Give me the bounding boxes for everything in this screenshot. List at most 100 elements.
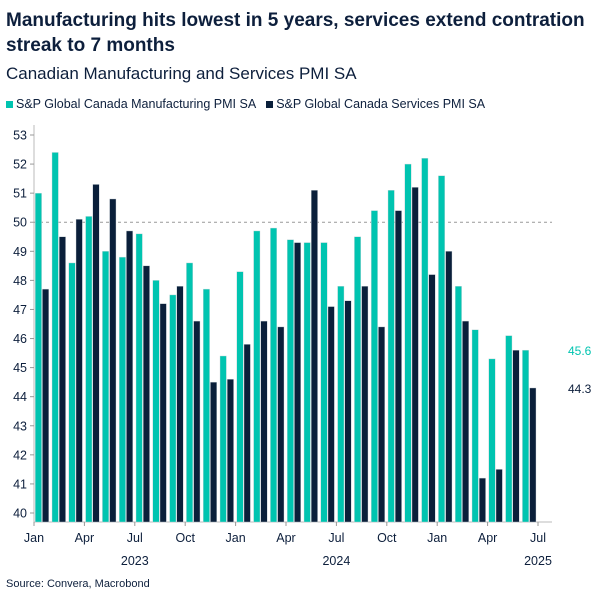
x-tick-label: Jan (427, 531, 447, 545)
services-bar (294, 242, 301, 523)
x-year-label: 2025 (524, 554, 552, 568)
y-tick-label: 43 (13, 419, 27, 433)
manufacturing-bar (169, 294, 177, 523)
manufacturing-bar (522, 349, 530, 523)
services-bar (344, 300, 352, 523)
x-tick-label: Apr (276, 531, 295, 545)
manufacturing-bar (135, 233, 143, 523)
source-note: Source: Convera, Macrobond (6, 578, 150, 590)
services-bar (193, 320, 201, 523)
services-bar (445, 251, 453, 523)
y-tick-label: 53 (13, 129, 27, 143)
y-tick-label: 40 (13, 507, 27, 521)
services-bar (378, 326, 385, 523)
last-value-label-services: 44.3 (568, 382, 592, 396)
services-bar (327, 306, 335, 523)
services-bar (361, 286, 369, 523)
services-bar (529, 387, 537, 523)
manufacturing-bar (354, 236, 361, 523)
manufacturing-bar (337, 286, 345, 523)
legend-swatch-manufacturing (6, 101, 13, 109)
manufacturing-bar (236, 271, 244, 523)
y-tick-label: 44 (13, 390, 27, 404)
y-tick-label: 45 (13, 361, 27, 375)
x-tick-label: Jul (328, 531, 344, 545)
manufacturing-bar (371, 210, 378, 523)
y-tick-label: 46 (13, 332, 27, 346)
services-bar (243, 344, 251, 523)
y-tick-label: 51 (13, 187, 27, 201)
legend-label-manufacturing: S&P Global Canada Manufacturing PMI SA (16, 97, 257, 111)
services-bar (277, 326, 285, 523)
x-tick-label: Jul (530, 531, 546, 545)
x-year-label: 2024 (322, 554, 350, 568)
manufacturing-bar (202, 288, 210, 523)
legend-item-services: S&P Global Canada Services PMI SA (266, 97, 485, 111)
services-bar (311, 190, 318, 523)
services-bar (92, 184, 100, 523)
manufacturing-bar (186, 262, 193, 523)
services-bar (512, 349, 520, 523)
y-tick-label: 49 (13, 245, 27, 259)
x-year-label: 2023 (121, 554, 149, 568)
chart-subtitle: Canadian Manufacturing and Services PMI … (6, 64, 357, 83)
manufacturing-bar (421, 158, 429, 523)
y-tick-label: 42 (13, 448, 27, 462)
services-bar (109, 198, 117, 523)
services-bar (462, 320, 469, 523)
legend-label-services: S&P Global Canada Services PMI SA (276, 97, 486, 111)
x-tick-label: Oct (377, 531, 397, 545)
manufacturing-bar (253, 230, 261, 523)
y-tick-label: 52 (13, 158, 27, 172)
services-bar (479, 477, 486, 523)
services-bar (59, 236, 66, 523)
manufacturing-bar (68, 262, 76, 523)
manufacturing-bar (287, 239, 294, 523)
manufacturing-bar (438, 175, 445, 523)
manufacturing-bar (488, 358, 496, 523)
services-bar (210, 381, 217, 523)
manufacturing-bar (270, 227, 277, 523)
manufacturing-bar (387, 190, 395, 523)
manufacturing-bar (118, 256, 126, 523)
services-bar (75, 219, 83, 523)
x-tick-label: Oct (175, 531, 195, 545)
y-tick-label: 41 (13, 477, 27, 491)
services-bar (42, 288, 50, 523)
services-bar (142, 265, 150, 523)
manufacturing-bar (505, 335, 513, 523)
manufacturing-bar (471, 329, 479, 523)
services-bar (226, 379, 234, 523)
manufacturing-bar (35, 192, 42, 523)
y-tick-label: 48 (13, 274, 27, 288)
x-tick-label: Apr (75, 531, 94, 545)
services-bar (395, 210, 402, 523)
services-bar (126, 230, 134, 523)
legend-swatch-services (266, 101, 274, 109)
x-tick-label: Jan (226, 531, 246, 545)
y-tick-label: 47 (13, 303, 27, 317)
services-bar (260, 320, 268, 523)
chart-title: Manufacturing hits lowest in 5 years, se… (6, 10, 585, 56)
manufacturing-bar (404, 163, 412, 523)
services-bar (176, 286, 184, 523)
y-tick-label: 50 (13, 216, 27, 230)
legend: S&P Global Canada Manufacturing PMI SA S… (6, 97, 485, 111)
manufacturing-bar (455, 286, 462, 523)
x-tick-label: Jul (127, 531, 143, 545)
manufacturing-bar (85, 216, 93, 523)
services-bar (428, 274, 436, 523)
x-tick-label: Apr (478, 531, 497, 545)
manufacturing-bar (102, 251, 110, 523)
services-bar (159, 303, 167, 523)
manufacturing-bar (219, 355, 227, 523)
services-bar (411, 187, 419, 523)
manufacturing-bar (303, 242, 311, 523)
x-tick-label: Jan (24, 531, 44, 545)
last-value-label-manufacturing: 45.6 (568, 344, 592, 358)
manufacturing-bar (51, 152, 59, 523)
manufacturing-bar (152, 280, 160, 523)
manufacturing-bar (320, 242, 328, 523)
services-bar (495, 469, 503, 523)
